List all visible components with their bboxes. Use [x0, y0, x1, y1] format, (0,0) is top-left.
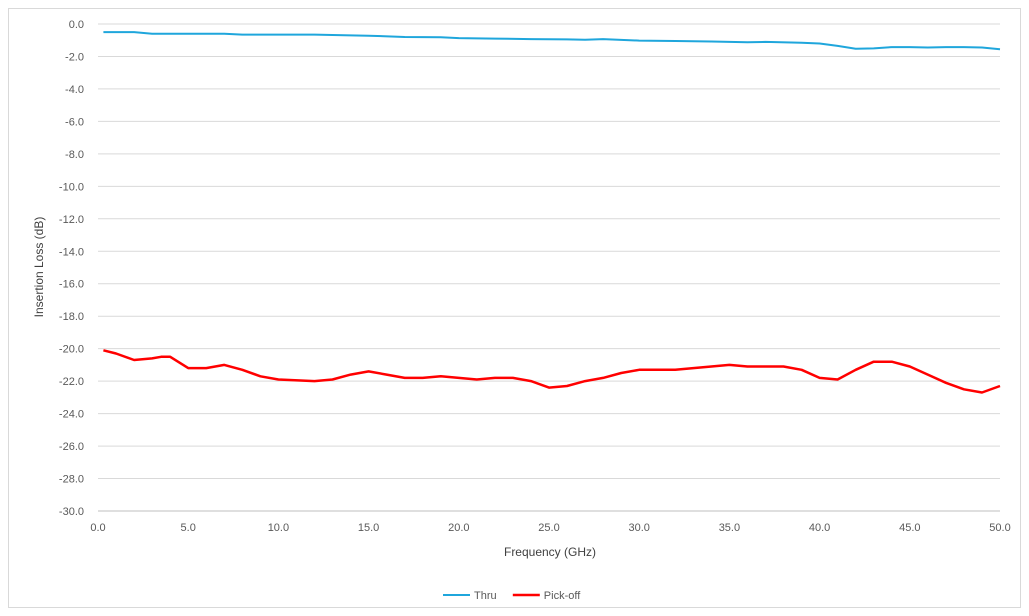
y-tick-label: -4.0 — [65, 84, 84, 96]
y-tick-label: 0.0 — [69, 19, 84, 31]
y-tick-label: -12.0 — [59, 214, 84, 226]
x-tick-label: 5.0 — [181, 522, 196, 534]
y-tick-label: -8.0 — [65, 149, 84, 161]
y-tick-label: -28.0 — [59, 474, 84, 486]
x-axis-tick-labels: 0.0 5.0 10.0 15.0 20.0 25.0 30.0 35.0 40.0 45.0 50… — [90, 522, 1010, 534]
x-tick-label: 15.0 — [358, 522, 379, 534]
y-axis-title: Insertion Loss (dB) — [32, 217, 46, 318]
legend: Thru Pick-off — [443, 590, 581, 602]
y-tick-label: -18.0 — [59, 311, 84, 323]
legend-label-thru: Thru — [474, 590, 497, 602]
y-tick-label: -2.0 — [65, 51, 84, 63]
series-line-thru — [103, 31, 1001, 51]
legend-label-pick-off: Pick-off — [544, 590, 581, 602]
chart-area — [8, 8, 1021, 608]
x-tick-label: 25.0 — [538, 522, 559, 534]
y-tick-label: -22.0 — [59, 376, 84, 388]
y-tick-label: -26.0 — [59, 441, 84, 453]
x-tick-label: 50.0 — [989, 522, 1010, 534]
series-line-pick-off — [103, 349, 1001, 394]
x-tick-label: 45.0 — [899, 522, 920, 534]
y-tick-label: -24.0 — [59, 409, 84, 421]
y-tick-label: -14.0 — [59, 246, 84, 258]
y-tick-label: -10.0 — [59, 181, 84, 193]
series-lines — [103, 31, 1001, 394]
y-tick-label: -20.0 — [59, 344, 84, 356]
x-tick-label: 30.0 — [628, 522, 649, 534]
x-tick-label: 0.0 — [90, 522, 105, 534]
y-axis-tick-labels: 0.0 -2.0 -4.0 -6.0 -8.0 -10.0 -12.0 -14.0 -16.0 -… — [59, 19, 84, 518]
x-axis-title: Frequency (GHz) — [504, 545, 596, 559]
y-tick-label: -30.0 — [59, 506, 84, 518]
gridlines — [98, 23, 1000, 480]
y-tick-label: -16.0 — [59, 279, 84, 291]
y-tick-label: -6.0 — [65, 116, 84, 128]
x-tick-label: 40.0 — [809, 522, 830, 534]
x-tick-label: 20.0 — [448, 522, 469, 534]
x-tick-label: 35.0 — [719, 522, 740, 534]
x-tick-label: 10.0 — [268, 522, 289, 534]
